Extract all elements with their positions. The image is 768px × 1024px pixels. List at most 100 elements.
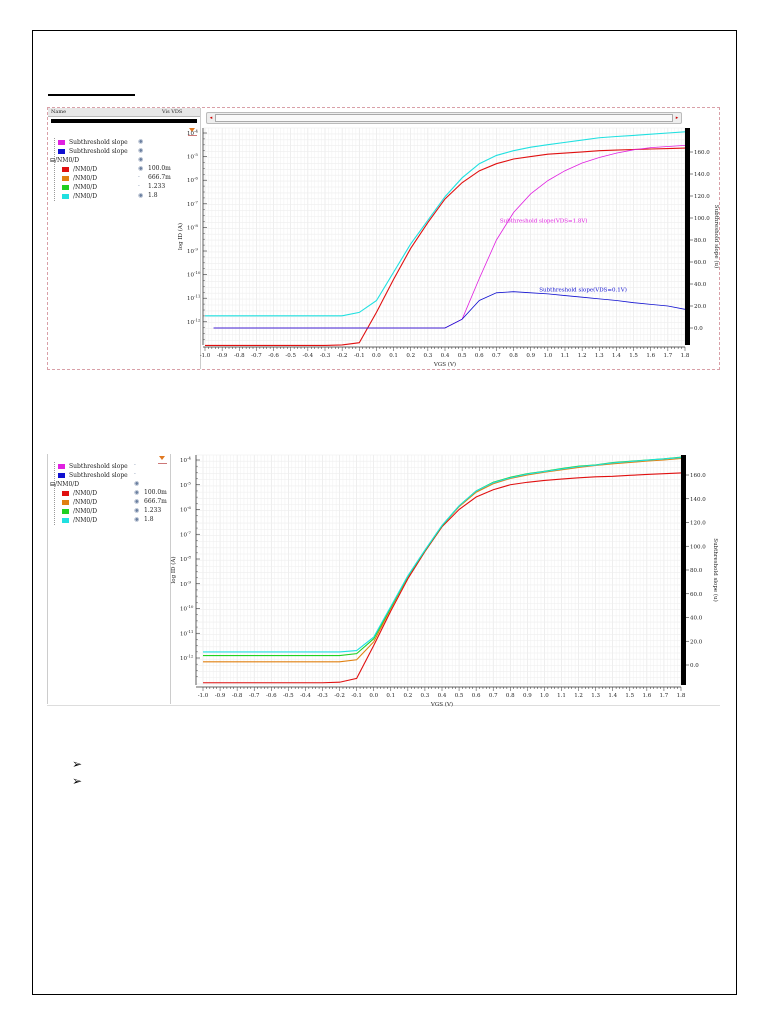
eye-icon[interactable]: ◉ <box>138 138 144 145</box>
legend-header-vis[interactable]: Vis VDS <box>162 109 183 115</box>
x-tick-label: -0.4 <box>300 693 311 699</box>
legend-label: /NM0/D <box>73 499 98 506</box>
filter-icon[interactable] <box>188 128 197 136</box>
tick-base: 10 <box>187 131 194 137</box>
x-tick-label: 0.3 <box>421 693 430 699</box>
x-tick-label: 1.8 <box>681 353 690 359</box>
legend-row[interactable]: /NM0/D <box>62 165 97 174</box>
eye-icon[interactable]: ◉ <box>134 489 140 496</box>
legend-label: /NM0/D <box>73 508 98 515</box>
color-swatch <box>62 167 69 172</box>
color-swatch <box>62 491 69 496</box>
legend-row[interactable]: /NM0/D <box>62 183 97 192</box>
x-tick-label: -0.2 <box>337 353 348 359</box>
y-tick-label: 10-7 <box>180 530 191 539</box>
y-tick-label: 10-10 <box>180 604 194 613</box>
y-tick-label: 10-4 <box>180 456 191 465</box>
y-axis-right-label: Subthreshold slope (u) <box>712 538 719 601</box>
eye-icon[interactable]: ◉ <box>134 480 140 487</box>
color-swatch <box>58 473 65 478</box>
x-tick-label: 0.6 <box>472 693 481 699</box>
x-tick-label: 0.9 <box>523 693 532 699</box>
vds-value: 666.7m <box>148 174 171 181</box>
eye-icon[interactable]: ◉ <box>134 516 140 523</box>
color-swatch <box>58 149 65 154</box>
x-tick-label: 0.7 <box>492 353 501 359</box>
y-tick-label: 10-8 <box>180 555 191 564</box>
legend-header: Name Vis VDS <box>48 108 200 117</box>
eye-icon[interactable]: ◉ <box>138 165 144 172</box>
y-right-tick-label: 80.0 <box>690 568 703 574</box>
eye-icon[interactable]: ◉ <box>138 192 144 199</box>
x-tick-label: 1.1 <box>557 693 566 699</box>
dot-icon[interactable]: · <box>138 174 140 181</box>
y-right-tick-label: 140.0 <box>690 497 706 503</box>
tick-exponent: -11 <box>194 294 200 299</box>
legend-row[interactable]: /NM0/D <box>62 498 97 507</box>
dot-icon[interactable]: · <box>134 471 136 478</box>
chart-panel-2: Subthreshold slope · Subthreshold slope · ⊟/… <box>47 454 720 706</box>
x-tick-label: -0.8 <box>232 693 243 699</box>
y-axis-right-bar <box>681 455 686 685</box>
x-tick-label: 0.6 <box>475 353 484 359</box>
collapse-icon[interactable]: ⊟ <box>50 157 56 164</box>
scroll-thumb[interactable] <box>215 114 673 122</box>
tick-base: 10 <box>180 483 187 489</box>
legend-group-row[interactable]: ⊟/NM0/D <box>50 480 79 489</box>
scroll-right-button[interactable]: ▸ <box>675 115 679 121</box>
eye-icon[interactable]: ◉ <box>134 507 140 514</box>
legend-header-name[interactable]: Name <box>51 109 67 115</box>
x-tick-label: -0.6 <box>266 693 277 699</box>
tick-exponent: -9 <box>187 579 191 584</box>
eye-icon[interactable]: ◉ <box>134 498 140 505</box>
tick-exponent: -12 <box>187 654 194 659</box>
collapse-icon[interactable]: ⊟ <box>50 481 56 488</box>
legend-group-row[interactable]: ⊟/NM0/D <box>50 156 79 165</box>
legend-row[interactable]: Subthreshold slope <box>58 471 128 480</box>
x-tick-label: 1.5 <box>625 693 634 699</box>
dot-icon[interactable]: · <box>138 183 140 190</box>
eye-icon[interactable]: ◉ <box>138 156 144 163</box>
x-tick-label: 0.5 <box>455 693 464 699</box>
legend-row[interactable]: /NM0/D <box>62 516 97 525</box>
y-right-tick-label: 60.0 <box>690 592 703 598</box>
y-axis-right-label: Subthreshold slope (u) <box>713 205 720 268</box>
legend-header-bar <box>51 119 197 123</box>
legend-row[interactable]: /NM0/D <box>62 489 97 498</box>
x-tick-label: -0.2 <box>334 693 345 699</box>
y-tick-label: 10-12 <box>180 654 194 663</box>
legend-row[interactable]: /NM0/D <box>62 507 97 516</box>
color-swatch <box>62 194 69 199</box>
x-tick-label: -0.1 <box>354 353 365 359</box>
vds-value: 100.0m <box>144 489 167 496</box>
dot-icon[interactable]: · <box>134 462 136 469</box>
overview-scrollbar[interactable]: ◂ ▸ <box>206 112 682 124</box>
tick-base: 10 <box>180 532 187 538</box>
color-swatch <box>58 464 65 469</box>
y-tick-label: 10-6 <box>187 176 198 185</box>
legend-row[interactable]: /NM0/D <box>62 192 97 201</box>
x-tick-label: -0.8 <box>234 353 245 359</box>
legend-row[interactable]: Subthreshold slope <box>58 462 128 471</box>
plot-area: -1.0 -0.9 -0.8 -0.7 -0.6 -0.5 -0.4 -0.3 -0.2 -0.1… <box>177 127 720 368</box>
legend-panel-2: Subthreshold slope · Subthreshold slope · ⊟/… <box>47 454 171 704</box>
x-tick-label: 0.2 <box>406 353 415 359</box>
x-axis-label: VGS (V) <box>433 361 456 368</box>
scroll-left-button[interactable]: ◂ <box>209 115 213 121</box>
y-tick-label: 10-7 <box>187 199 198 208</box>
tick-exponent: -8 <box>187 555 191 560</box>
x-tick-label: 1.1 <box>561 353 570 359</box>
series-line-1 <box>205 147 686 346</box>
legend-label: Subthreshold slope <box>69 472 128 479</box>
legend-row[interactable]: Subthreshold slope <box>58 147 128 156</box>
eye-icon[interactable]: ◉ <box>138 147 144 154</box>
vds-value: 1.8 <box>144 516 154 523</box>
x-tick-label: 1.4 <box>608 693 617 699</box>
x-tick-label: 0.9 <box>526 353 535 359</box>
series-line-1 <box>203 472 682 684</box>
legend-row[interactable]: /NM0/D <box>62 174 97 183</box>
filter-icon[interactable] <box>158 456 167 464</box>
tick-base: 10 <box>180 631 187 637</box>
tick-exponent: -6 <box>194 176 198 181</box>
legend-row[interactable]: Subthreshold slope <box>58 138 128 147</box>
